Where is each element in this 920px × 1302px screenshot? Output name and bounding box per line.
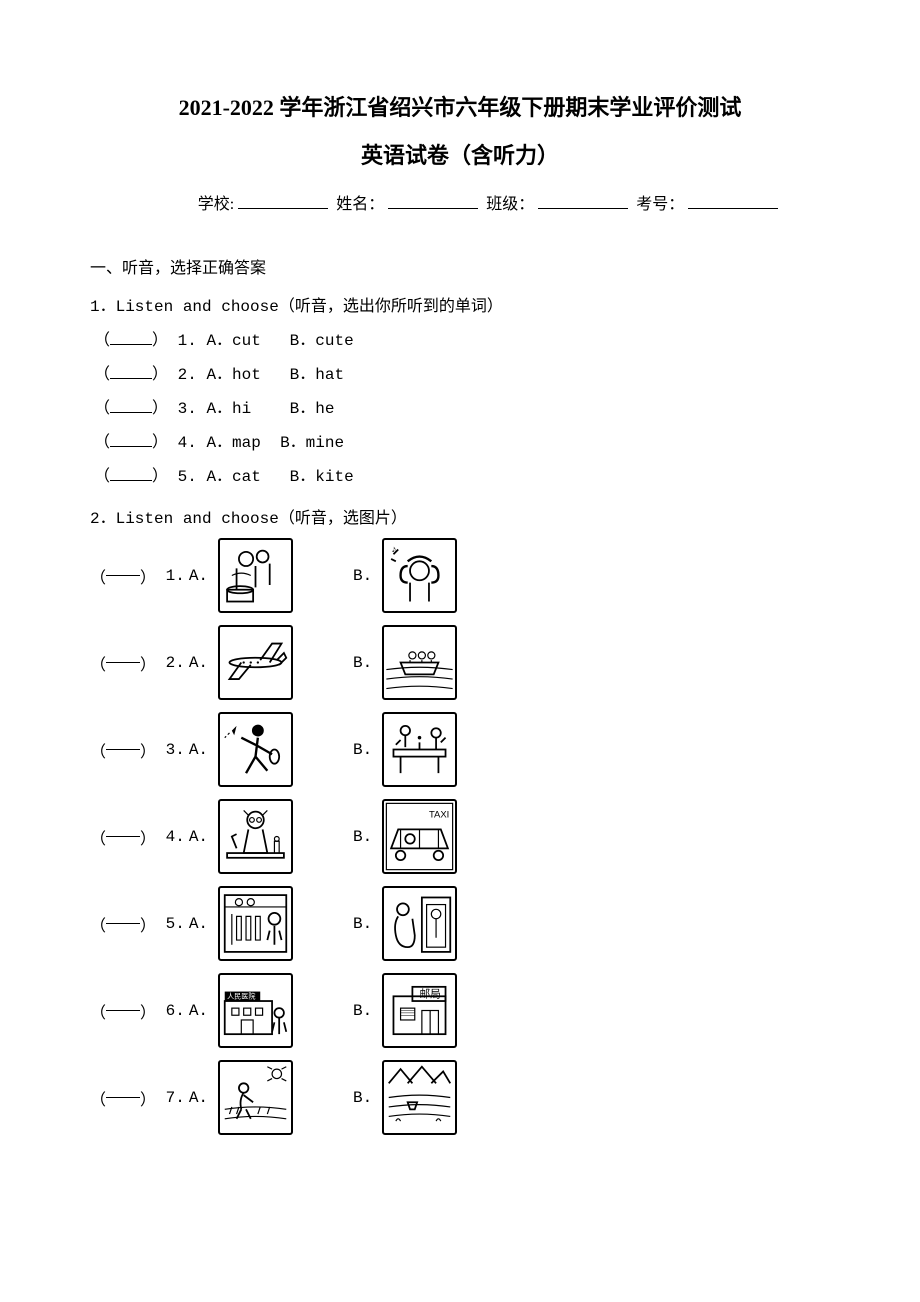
answer-blank[interactable] — [106, 662, 140, 663]
clothes-shop-icon — [218, 886, 293, 961]
answer-blank[interactable] — [106, 575, 140, 576]
table-tennis-icon — [382, 712, 457, 787]
option-a-label: A. — [189, 915, 208, 933]
option-a-label: A. — [189, 741, 208, 759]
option-b: B．he — [290, 400, 335, 418]
name-label: 姓名： — [336, 196, 384, 213]
q1-item-row: （） 3. A．hi B．he — [90, 394, 830, 418]
q2-item-row: （） 4. A. B. TAXI — [90, 799, 830, 874]
item-num: 6. — [166, 1002, 185, 1020]
q1-title: 1．Listen and choose（听音，选出你所听到的单词） — [90, 292, 830, 316]
option-b-label: B. — [353, 741, 372, 759]
q1-item-row: （） 1. A．cut B．cute — [90, 326, 830, 350]
item-num: 5. — [166, 915, 185, 933]
listening-music-icon: ♪ — [382, 538, 457, 613]
q1-item-row: （） 5. A．cat B．kite — [90, 462, 830, 486]
q1-item-row: （） 4. A．map B．mine — [90, 428, 830, 452]
examno-label: 考号： — [636, 196, 684, 213]
item-num: 4. — [166, 828, 185, 846]
option-b-label: B. — [353, 828, 372, 846]
answer-blank[interactable] — [106, 923, 140, 924]
item-num: 1. — [166, 567, 185, 585]
hospital-icon: 人民医院 — [218, 973, 293, 1048]
post-office-icon: 邮局 — [382, 973, 457, 1048]
option-a-label: A. — [189, 654, 208, 672]
option-b-label: B. — [353, 1089, 372, 1107]
option-b: B．kite — [290, 468, 354, 486]
q2-item-row: （） 7. A. B. — [90, 1060, 830, 1135]
school-blank[interactable] — [238, 208, 328, 209]
option-a: A．cat — [206, 468, 260, 486]
option-a-label: A. — [189, 1002, 208, 1020]
answer-blank[interactable] — [106, 1097, 140, 1098]
option-a-label: A. — [189, 1089, 208, 1107]
item-num: 4. — [178, 434, 197, 452]
svg-text:邮局: 邮局 — [420, 987, 441, 1000]
item-num: 2. — [178, 366, 197, 384]
school-label: 学校: — [198, 196, 234, 213]
class-blank[interactable] — [538, 208, 628, 209]
option-a: A．cut — [206, 332, 260, 350]
scientist-icon — [218, 799, 293, 874]
q2-title: 2．Listen and choose（听音，选图片） — [90, 504, 830, 528]
q2-item-row: （） 2. A. B. — [90, 625, 830, 700]
visiting-icon — [382, 886, 457, 961]
page-title: 2021-2022 学年浙江省绍兴市六年级下册期末学业评价测试 — [90, 90, 830, 122]
svg-text:TAXI: TAXI — [429, 810, 449, 821]
q2-item-row: （） 1. A. B. ♪ — [90, 538, 830, 613]
taxi-icon: TAXI — [382, 799, 457, 874]
answer-blank[interactable] — [110, 446, 152, 447]
section-1-heading: 一、听音，选择正确答案 — [90, 254, 830, 278]
page-subtitle: 英语试卷（含听力） — [90, 138, 830, 170]
name-blank[interactable] — [388, 208, 478, 209]
option-a-label: A. — [189, 567, 208, 585]
item-num: 1. — [178, 332, 197, 350]
answer-blank[interactable] — [106, 836, 140, 837]
option-a: A．hi — [206, 400, 251, 418]
cooking-icon — [218, 538, 293, 613]
class-label: 班级： — [486, 196, 534, 213]
option-b: B．mine — [280, 434, 344, 452]
airplane-icon — [218, 625, 293, 700]
answer-blank[interactable] — [106, 1010, 140, 1011]
option-b-label: B. — [353, 1002, 372, 1020]
option-b: B．hat — [290, 366, 344, 384]
answer-blank[interactable] — [110, 378, 152, 379]
q2-item-row: （） 3. A. B. — [90, 712, 830, 787]
option-b-label: B. — [353, 654, 372, 672]
item-num: 5. — [178, 468, 197, 486]
option-b-label: B. — [353, 567, 372, 585]
option-a: A．hot — [206, 366, 260, 384]
item-num: 7. — [166, 1089, 185, 1107]
boat-icon — [382, 625, 457, 700]
svg-text:♪: ♪ — [391, 544, 397, 555]
option-b: B．cute — [290, 332, 354, 350]
answer-blank[interactable] — [110, 412, 152, 413]
svg-text:人民医院: 人民医院 — [227, 992, 255, 1001]
q1-item-row: （） 2. A．hot B．hat — [90, 360, 830, 384]
item-num: 3. — [178, 400, 197, 418]
option-a: A．map — [206, 434, 260, 452]
item-num: 2. — [166, 654, 185, 672]
item-num: 3. — [166, 741, 185, 759]
answer-blank[interactable] — [110, 344, 152, 345]
badminton-icon — [218, 712, 293, 787]
option-a-label: A. — [189, 828, 208, 846]
student-info-line: 学校: 姓名： 班级： 考号： — [90, 190, 830, 214]
farming-icon — [218, 1060, 293, 1135]
q2-item-row: （） 5. A. B. — [90, 886, 830, 961]
option-b-label: B. — [353, 915, 372, 933]
answer-blank[interactable] — [110, 480, 152, 481]
answer-blank[interactable] — [106, 749, 140, 750]
q2-item-row: （） 6. A. 人民医院 B. 邮局 — [90, 973, 830, 1048]
examno-blank[interactable] — [688, 208, 778, 209]
lake-scene-icon — [382, 1060, 457, 1135]
